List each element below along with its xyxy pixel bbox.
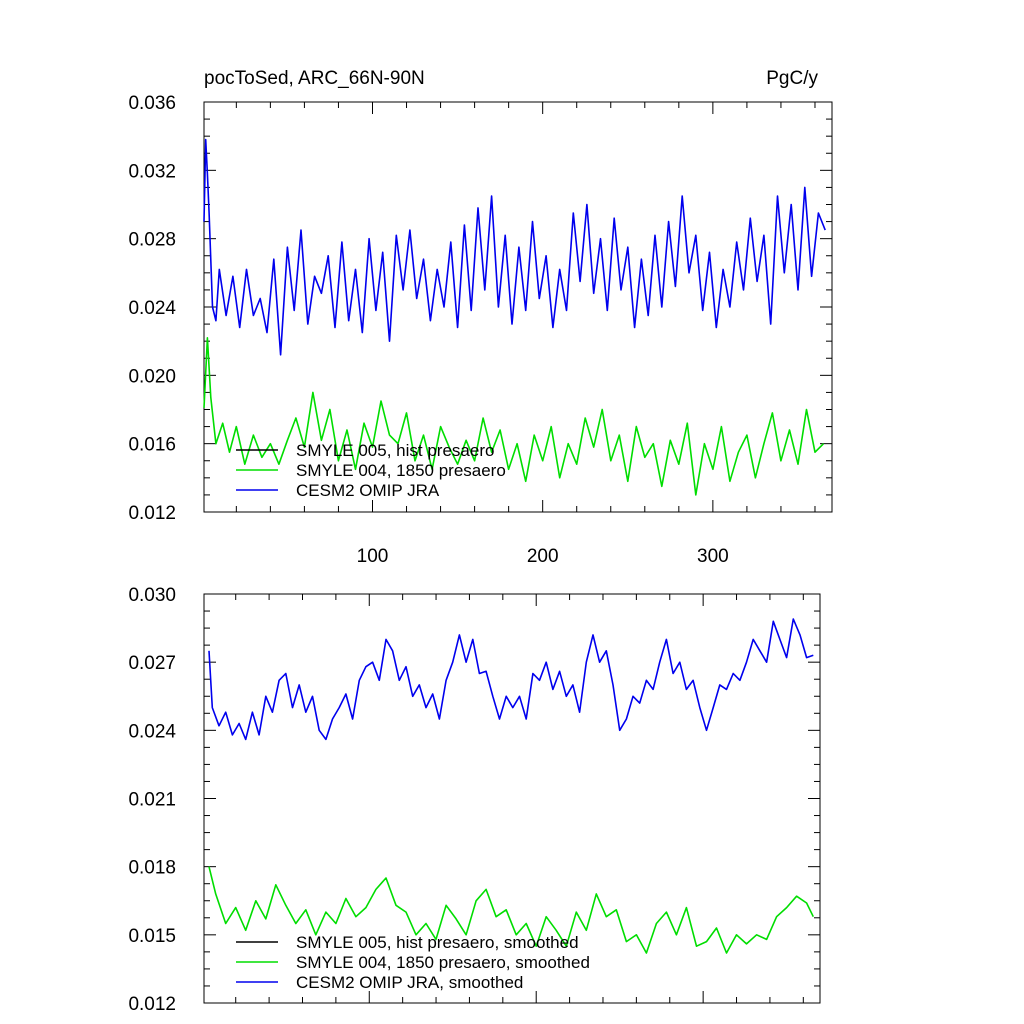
y-tick-label: 0.024 <box>128 721 176 742</box>
y-tick-label: 0.012 <box>128 503 176 524</box>
legend-label: SMYLE 005, hist presaero <box>296 441 494 460</box>
x-tick-label: 100 <box>357 546 389 567</box>
y-tick-label: 0.018 <box>128 858 176 879</box>
legend-label: CESM2 OMIP JRA, smoothed <box>296 973 523 992</box>
series-line-2 <box>203 336 825 496</box>
legend-label: CESM2 OMIP JRA <box>296 481 440 500</box>
y-tick-label: 0.024 <box>128 298 176 319</box>
y-tick-label: 0.012 <box>128 994 176 1015</box>
legend-label: SMYLE 005, hist presaero, smoothed <box>296 933 579 952</box>
y-tick-label: 0.032 <box>128 161 176 182</box>
legend: SMYLE 005, hist presaero, smoothedSMYLE … <box>236 933 590 992</box>
x-tick-label: 300 <box>697 546 729 567</box>
y-tick-label: 0.021 <box>128 790 176 811</box>
y-tick-label: 0.020 <box>128 366 176 387</box>
y-tick-label: 0.036 <box>128 93 176 114</box>
chart-panel-1: 0.012 0.016 0.020 0.024 0.028 0.032 0.036 100 20… <box>128 93 833 567</box>
series-line-2 <box>208 866 815 954</box>
chart-panel-2: 0.012 0.015 0.018 0.021 0.024 0.027 0.030 SMYLE… <box>128 585 821 1015</box>
series-line-3 <box>203 138 826 356</box>
y-tick-label: 0.028 <box>128 230 176 251</box>
y-tick-label: 0.030 <box>128 585 176 606</box>
chart-title: pocToSed, ARC_66N-90N <box>204 68 425 89</box>
legend-label: SMYLE 004, 1850 presaero, smoothed <box>296 953 590 972</box>
x-tick-label: 200 <box>527 546 559 567</box>
panels: 0.012 0.016 0.020 0.024 0.028 0.032 0.036 100 20… <box>128 93 833 1015</box>
series-line-3 <box>208 618 814 741</box>
units-label: PgC/y <box>766 68 818 89</box>
legend-label: SMYLE 004, 1850 presaero <box>296 461 506 480</box>
y-tick-label: 0.016 <box>128 435 176 456</box>
y-tick-label: 0.027 <box>128 653 176 674</box>
y-tick-label: 0.015 <box>128 926 176 947</box>
